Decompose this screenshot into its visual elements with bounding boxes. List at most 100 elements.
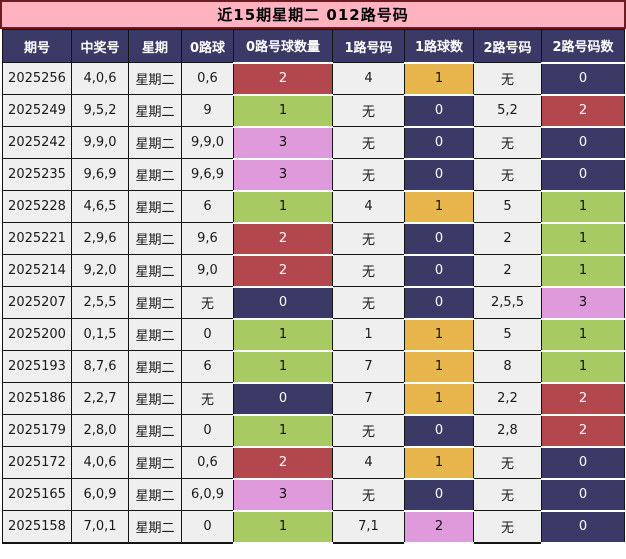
cell-period: 2025158	[2, 510, 72, 543]
cell-route1-count: 0	[404, 221, 474, 256]
cell-route2-count: 0	[541, 509, 625, 544]
cell-route0-count: 1	[233, 509, 333, 544]
cell-winning-number: 2,8,0	[71, 414, 129, 447]
cell-period: 2025256	[2, 62, 72, 95]
cell-route0-count: 3	[233, 477, 333, 512]
cell-winning-number: 9,2,0	[71, 254, 129, 287]
cell-route0-count: 2	[233, 221, 333, 256]
cell-route1-count: 2	[404, 509, 474, 544]
table-row: 2025193 8,7,6 星期二 6 1 7 1 8 1	[2, 349, 625, 384]
cell-winning-number: 9,5,2	[71, 94, 129, 127]
cell-route0-balls: 0	[181, 414, 234, 447]
cell-route0-count: 0	[233, 285, 333, 320]
cell-weekday: 星期二	[128, 382, 182, 415]
cell-route2-count: 0	[541, 61, 625, 96]
cell-route0-balls: 6	[181, 190, 234, 223]
cell-route1-count: 1	[404, 381, 474, 416]
cell-route2-balls: 无	[473, 62, 542, 95]
cell-route2-balls: 5	[473, 190, 542, 223]
cell-route2-balls: 无	[473, 510, 542, 543]
cell-weekday: 星期二	[128, 126, 182, 159]
cell-route1-count: 0	[404, 477, 474, 512]
column-header-route2-balls: 2路号码	[473, 29, 542, 63]
cell-route1-balls: 无	[332, 286, 405, 319]
cell-weekday: 星期二	[128, 414, 182, 447]
cell-route2-count: 0	[541, 477, 625, 512]
column-header-winning-number: 中奖号	[71, 29, 129, 63]
cell-period: 2025235	[2, 158, 72, 191]
column-header-route1-count: 1路球数	[404, 29, 474, 63]
cell-route1-balls: 无	[332, 158, 405, 191]
cell-route1-count: 1	[404, 189, 474, 224]
cell-winning-number: 4,0,6	[71, 446, 129, 479]
cell-winning-number: 7,0,1	[71, 510, 129, 543]
cell-route0-balls: 6	[181, 350, 234, 383]
cell-route0-balls: 9,6,9	[181, 158, 234, 191]
table-row: 2025172 4,0,6 星期二 0,6 2 4 1 无 0	[2, 445, 625, 480]
cell-route0-balls: 9,6	[181, 222, 234, 255]
cell-route2-balls: 无	[473, 446, 542, 479]
table-row: 2025256 4,0,6 星期二 0,6 2 4 1 无 0	[2, 61, 625, 96]
cell-route2-count: 2	[541, 381, 625, 416]
cell-weekday: 星期二	[128, 478, 182, 511]
cell-period: 2025200	[2, 318, 72, 351]
cell-route2-balls: 2,5,5	[473, 286, 542, 319]
cell-route1-balls: 7	[332, 382, 405, 415]
table-wrapper: 期号 中奖号 星期 0路球 0路号球数量 1路号码 1路球数 2路号码 2路号码数 202525…	[0, 29, 626, 544]
cell-route0-balls: 0,6	[181, 62, 234, 95]
cell-winning-number: 4,0,6	[71, 62, 129, 95]
cell-period: 2025193	[2, 350, 72, 383]
cell-route2-count: 1	[541, 317, 625, 352]
column-header-weekday: 星期	[128, 29, 182, 63]
cell-route0-balls: 9,9,0	[181, 126, 234, 159]
cell-route2-count: 2	[541, 93, 625, 128]
cell-winning-number: 4,6,5	[71, 190, 129, 223]
cell-route0-count: 1	[233, 349, 333, 384]
cell-period: 2025249	[2, 94, 72, 127]
cell-route0-balls: 6,0,9	[181, 478, 234, 511]
cell-route1-count: 1	[404, 317, 474, 352]
cell-period: 2025186	[2, 382, 72, 415]
cell-route2-balls: 5,2	[473, 94, 542, 127]
cell-period: 2025228	[2, 190, 72, 223]
cell-route2-count: 2	[541, 413, 625, 448]
cell-route0-balls: 0,6	[181, 446, 234, 479]
table-row: 2025200 0,1,5 星期二 0 1 1 1 5 1	[2, 317, 625, 352]
cell-route1-balls: 1	[332, 318, 405, 351]
cell-route0-count: 2	[233, 445, 333, 480]
cell-weekday: 星期二	[128, 62, 182, 95]
cell-weekday: 星期二	[128, 158, 182, 191]
table-row: 2025221 2,9,6 星期二 9,6 2 无 0 2 1	[2, 221, 625, 256]
cell-route2-count: 3	[541, 285, 625, 320]
cell-route1-balls: 无	[332, 254, 405, 287]
cell-route2-count: 1	[541, 349, 625, 384]
cell-route1-balls: 无	[332, 94, 405, 127]
column-header-period: 期号	[2, 29, 72, 63]
table-row: 2025242 9,9,0 星期二 9,9,0 3 无 0 无 0	[2, 125, 625, 160]
cell-winning-number: 9,9,0	[71, 126, 129, 159]
table-body: 2025256 4,0,6 星期二 0,6 2 4 1 无 0 2025249 9,5,2 星期二 9 1…	[2, 61, 625, 544]
cell-period: 2025179	[2, 414, 72, 447]
cell-route2-balls: 无	[473, 478, 542, 511]
column-header-route1-balls: 1路号码	[332, 29, 405, 63]
cell-route1-count: 1	[404, 445, 474, 480]
cell-route2-balls: 2,2	[473, 382, 542, 415]
cell-route2-balls: 无	[473, 158, 542, 191]
cell-route2-balls: 2	[473, 254, 542, 287]
cell-route0-count: 3	[233, 157, 333, 192]
cell-weekday: 星期二	[128, 510, 182, 543]
cell-weekday: 星期二	[128, 254, 182, 287]
column-header-route0-balls: 0路球	[181, 29, 234, 63]
cell-route0-balls: 9,0	[181, 254, 234, 287]
cell-route2-count: 1	[541, 221, 625, 256]
table-row: 2025235 9,6,9 星期二 9,6,9 3 无 0 无 0	[2, 157, 625, 192]
cell-route1-count: 0	[404, 253, 474, 288]
cell-winning-number: 9,6,9	[71, 158, 129, 191]
cell-route1-count: 0	[404, 93, 474, 128]
title-bar: 近15期星期二 012路号码	[0, 0, 626, 29]
cell-weekday: 星期二	[128, 190, 182, 223]
table-row: 2025186 2,2,7 星期二无 0 7 1 2,2 2	[2, 381, 625, 416]
cell-route0-count: 3	[233, 125, 333, 160]
cell-route1-balls: 无	[332, 126, 405, 159]
cell-route0-balls: 无	[181, 286, 234, 319]
